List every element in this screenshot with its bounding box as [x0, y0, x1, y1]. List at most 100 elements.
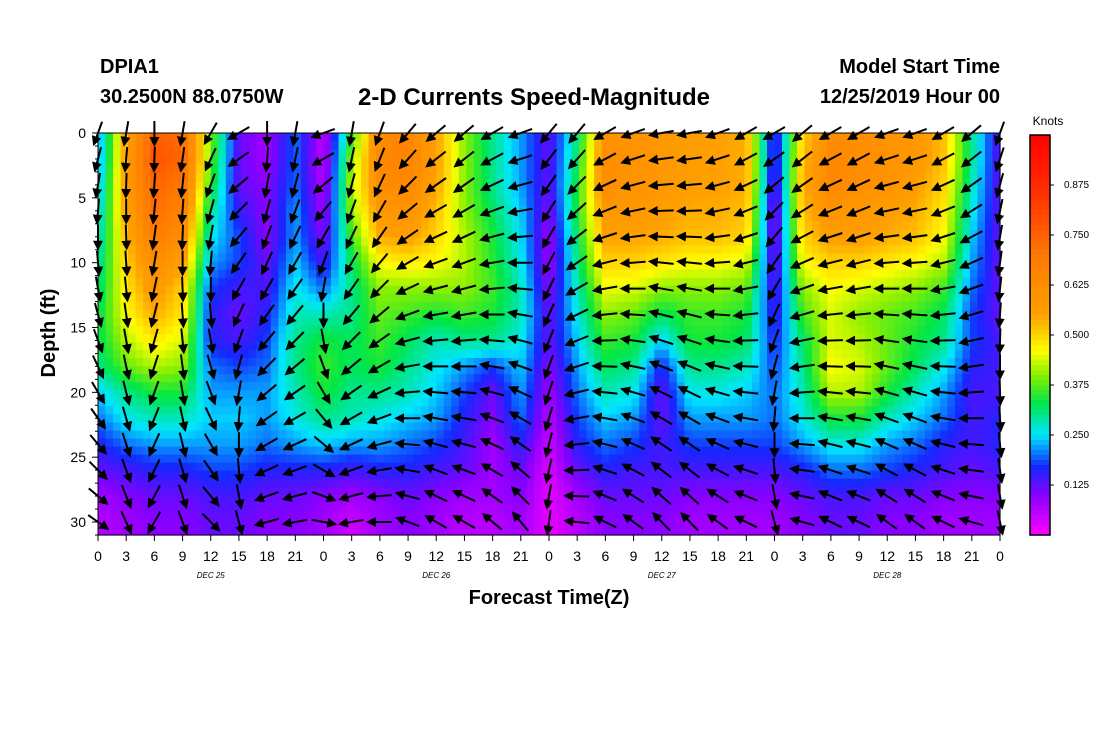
heatmap-cell [188, 358, 197, 367]
heatmap-cell [376, 269, 385, 279]
heatmap-cell [488, 406, 497, 415]
heatmap-cell [834, 269, 843, 279]
heatmap-cell [428, 358, 437, 367]
heatmap-cell [300, 414, 310, 424]
heatmap-cell [203, 301, 212, 311]
heatmap-cell [857, 133, 866, 142]
heatmap-cell [293, 205, 302, 214]
heatmap-cell [473, 301, 482, 311]
heatmap-cell [240, 149, 249, 158]
heatmap-cell [571, 374, 580, 383]
heatmap-cell [601, 189, 610, 198]
heatmap-cell [714, 277, 723, 287]
heatmap-cell [323, 454, 332, 464]
heatmap-cell [263, 382, 272, 391]
heatmap-cell [346, 157, 355, 166]
heatmap-cell [902, 165, 911, 174]
heatmap-cell [579, 293, 588, 303]
heatmap-cell [98, 165, 107, 174]
heatmap-cell [120, 221, 129, 231]
heatmap-cell [594, 446, 603, 456]
heatmap-cell [526, 237, 535, 247]
heatmap-cell [571, 205, 580, 214]
heatmap-cell [496, 221, 505, 231]
heatmap-cell [361, 325, 370, 335]
heatmap-cell [932, 454, 941, 464]
heatmap-cell [661, 366, 670, 375]
heatmap-cell [699, 454, 708, 464]
heatmap-cell [143, 390, 152, 399]
heatmap-cell [954, 446, 964, 456]
heatmap-cell [902, 454, 911, 464]
heatmap-cell [338, 358, 347, 367]
heatmap-cell [436, 141, 445, 150]
heatmap-cell [458, 197, 467, 206]
heatmap-cell [556, 317, 565, 327]
heatmap-cell [331, 197, 340, 206]
heatmap-cell [842, 237, 851, 247]
heatmap-cell [105, 173, 114, 182]
heatmap-cell [436, 438, 445, 448]
heatmap-cell [143, 205, 152, 214]
heatmap-cell [797, 277, 806, 287]
heatmap-cell [466, 173, 475, 182]
heatmap-cell [549, 293, 558, 303]
heatmap-cell [789, 173, 798, 182]
heatmap-cell [556, 406, 565, 415]
heatmap-cell [158, 366, 167, 375]
heatmap-cell [98, 438, 107, 448]
heatmap-cell [436, 454, 445, 464]
heatmap-cell [594, 189, 603, 198]
heatmap-cell [864, 398, 873, 407]
heatmap-cell [924, 205, 933, 214]
heatmap-cell [218, 261, 227, 271]
heatmap-cell [609, 277, 618, 287]
heatmap-cell [601, 229, 610, 239]
heatmap-cell [406, 149, 415, 158]
heatmap-cell [128, 398, 137, 407]
heatmap-cell [383, 245, 392, 255]
heatmap-cell [601, 325, 610, 335]
heatmap-cell [233, 334, 242, 343]
heatmap-cell [436, 157, 445, 166]
heatmap-cell [308, 141, 317, 150]
heatmap-cell [857, 382, 866, 391]
heatmap-cell [879, 446, 888, 456]
heatmap-cell [278, 382, 287, 391]
heatmap-cell [128, 277, 137, 287]
heatmap-cell [361, 293, 370, 303]
heatmap-cell [556, 253, 565, 263]
heatmap-cell [323, 293, 332, 303]
heatmap-cell [511, 269, 520, 279]
heatmap-cell [887, 342, 896, 351]
heatmap-cell [977, 454, 986, 464]
heatmap-cell [443, 189, 452, 198]
heatmap-cell [526, 342, 535, 351]
heatmap-cell [323, 229, 332, 239]
heatmap-cell [173, 309, 182, 319]
heatmap-cell [812, 141, 821, 150]
heatmap-cell [549, 189, 558, 198]
heatmap-cell [413, 398, 422, 407]
heatmap-cell [977, 189, 986, 198]
heatmap-cell [924, 269, 933, 279]
heatmap-cell [421, 221, 430, 231]
heatmap-cell [624, 406, 633, 415]
heatmap-cell [594, 141, 603, 150]
heatmap-cell [503, 366, 513, 375]
heatmap-cell [564, 406, 573, 415]
heatmap-cell [661, 334, 670, 343]
heatmap-cell [248, 446, 257, 456]
heatmap-cell [233, 358, 242, 367]
heatmap-cell [143, 229, 152, 239]
heatmap-cell [646, 390, 655, 399]
heatmap-cell [601, 334, 610, 343]
heatmap-cell [887, 277, 896, 287]
heatmap-cell [699, 165, 708, 174]
heatmap-cell [969, 245, 979, 255]
heatmap-cell [383, 285, 392, 295]
heatmap-cell [270, 293, 279, 303]
heatmap-cell [473, 462, 482, 472]
heatmap-cell [962, 229, 971, 239]
heatmap-cell [421, 446, 430, 456]
